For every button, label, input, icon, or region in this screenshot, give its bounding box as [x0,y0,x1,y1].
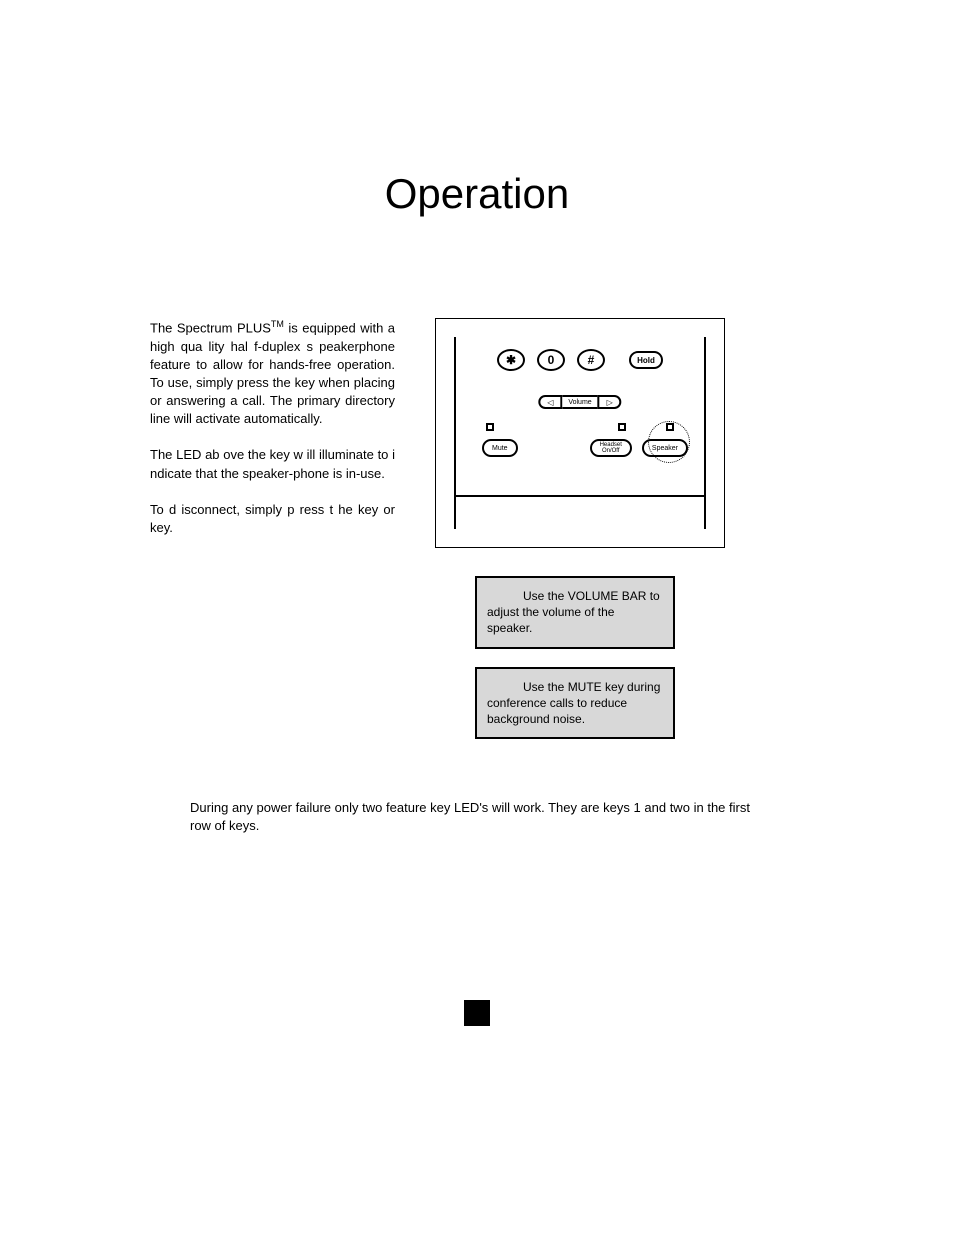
led-row [486,423,674,431]
volume-label: Volume [562,395,597,409]
paragraph-3: To d isconnect, simply p ress t he key o… [150,501,395,537]
text-span: The Spectrum PLUS [150,320,271,335]
page-title: Operation [150,170,804,218]
tip-text: Use the MUTE key during conference calls… [487,679,663,728]
tip-box-volume: Use the VOLUME BAR to adjust the volume … [475,576,675,649]
keypad-diagram: ✱ 0 # Hold ◁ Volume ▷ [435,318,725,548]
diagram-frame: ✱ 0 # Hold ◁ Volume ▷ [454,337,706,529]
paragraph-2: The LED ab ove the key w ill illuminate … [150,446,395,482]
button-row: Mute Headset On/Off Speaker [482,439,688,457]
star-key-icon: ✱ [497,349,525,371]
page: Operation The Spectrum PLUSTM is equippe… [0,0,954,836]
volume-up-icon: ▷ [598,395,622,409]
volume-down-icon: ◁ [538,395,562,409]
led-icon [486,423,494,431]
speaker-button-group: Speaker [642,439,688,457]
hash-key-icon: # [577,349,605,371]
led-icon [618,423,626,431]
text-span: key or [358,502,395,517]
body-text-column: The Spectrum PLUSTM is equipped with a h… [150,318,395,555]
zero-key-icon: 0 [537,349,565,371]
headset-button-icon: Headset On/Off [590,439,632,457]
content-row: The Spectrum PLUSTM is equipped with a h… [150,318,804,739]
diagram-baseline [454,495,706,497]
power-failure-note: During any power failure only two featur… [190,799,750,835]
tip-text: Use the VOLUME BAR to adjust the volume … [487,588,663,637]
key-row: ✱ 0 # Hold [456,349,704,371]
trademark-superscript: TM [271,319,284,329]
mute-button-icon: Mute [482,439,518,457]
text-span: To d isconnect, simply p ress t he [150,502,358,517]
tip-box-mute: Use the MUTE key during conference calls… [475,667,675,740]
text-span: The LED ab ove the [150,447,270,462]
hold-key-icon: Hold [629,351,663,369]
volume-bar-icon: ◁ Volume ▷ [538,395,621,409]
right-column: ✱ 0 # Hold ◁ Volume ▷ [435,318,725,739]
highlight-circle-icon [648,421,690,463]
text-span: key. [150,520,173,535]
page-number-box [464,1000,490,1026]
paragraph-1: The Spectrum PLUSTM is equipped with a h… [150,318,395,428]
